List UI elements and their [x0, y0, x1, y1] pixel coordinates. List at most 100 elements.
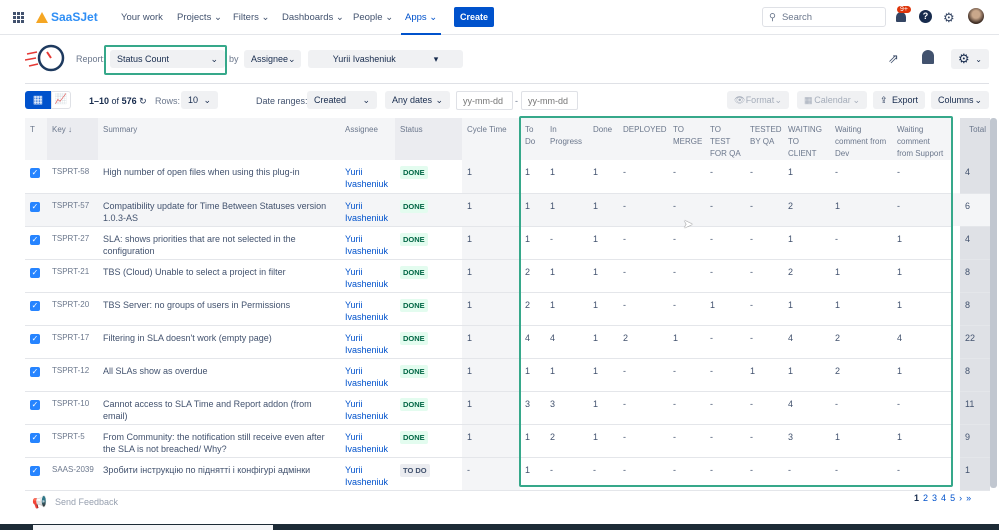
- table-row[interactable]: ✓ TSPRT-21 TBS (Cloud) Unable to select a …: [25, 259, 990, 293]
- checkbox[interactable]: ✓: [30, 333, 40, 344]
- column-header[interactable]: Cycle Time: [462, 118, 520, 160]
- column-header[interactable]: Total: [960, 118, 990, 160]
- table-row[interactable]: ✓ TSPRT-5 From Community: the notification…: [25, 424, 990, 458]
- create-button[interactable]: Create: [454, 7, 494, 27]
- assignee[interactable]: Yurii Ivasheniuk: [340, 457, 395, 491]
- page-link[interactable]: 4: [941, 493, 947, 503]
- date-from-input[interactable]: [456, 91, 513, 110]
- report-select[interactable]: Status Count ⌄: [110, 50, 225, 68]
- column-header[interactable]: To Do: [520, 118, 545, 160]
- table-row[interactable]: ✓ TSPRT-10 Cannot access to SLA Time and R…: [25, 391, 990, 425]
- export-button[interactable]: ⇪ Export: [873, 91, 925, 109]
- logo[interactable]: SaaSJet: [36, 10, 98, 24]
- assignee[interactable]: Yurii Ivasheniuk: [340, 193, 395, 227]
- assignee[interactable]: Yurii Ivasheniuk: [340, 160, 395, 194]
- issue-key[interactable]: TSPRT-5: [47, 424, 98, 458]
- checkbox[interactable]: ✓: [30, 465, 40, 476]
- column-header[interactable]: Key ↓: [47, 118, 98, 160]
- issue-key[interactable]: TSPRT-20: [47, 292, 98, 326]
- checkbox-cell[interactable]: ✓: [25, 391, 47, 425]
- assignee[interactable]: Yurii Ivasheniuk: [340, 325, 395, 359]
- calendar-button[interactable]: ▦ Calendar ⌄: [797, 91, 867, 109]
- date-to-input[interactable]: [521, 91, 578, 110]
- checkbox-cell[interactable]: ✓: [25, 325, 47, 359]
- assignee[interactable]: Yurii Ivasheniuk: [340, 391, 395, 425]
- nav-projects[interactable]: Projects ⌄: [177, 12, 222, 23]
- nav-dashboards[interactable]: Dashboards ⌄: [282, 12, 344, 23]
- chart-view-button[interactable]: 📈: [51, 91, 71, 109]
- issue-summary[interactable]: TBS (Cloud) Unable to select a project i…: [98, 259, 340, 293]
- notifications-icon[interactable]: [896, 12, 906, 22]
- nav-filters[interactable]: Filters ⌄: [233, 12, 270, 23]
- issue-summary[interactable]: From Community: the notification still r…: [98, 424, 340, 458]
- table-row[interactable]: ✓ TSPRT-27 SLA: shows priorities that are …: [25, 226, 990, 260]
- column-header[interactable]: TESTED BY QA: [745, 118, 783, 160]
- checkbox[interactable]: ✓: [30, 234, 40, 245]
- checkbox-cell[interactable]: ✓: [25, 292, 47, 326]
- issue-summary[interactable]: Filtering in SLA doesn't work (empty pag…: [98, 325, 340, 359]
- checkbox-cell[interactable]: ✓: [25, 259, 47, 293]
- app-switcher-icon[interactable]: [13, 12, 24, 23]
- issue-summary[interactable]: Cannot access to SLA Time and Report add…: [98, 391, 340, 425]
- grid-view-button[interactable]: ▦: [25, 91, 51, 109]
- checkbox-cell[interactable]: ✓: [25, 457, 47, 491]
- column-header[interactable]: Assignee: [340, 118, 395, 160]
- column-header[interactable]: TO TEST FOR QA: [705, 118, 745, 160]
- table-row[interactable]: ✓ SAAS-2039 Зробити інструкцію по піднятті…: [25, 457, 990, 491]
- issue-summary[interactable]: High number of open files when using thi…: [98, 160, 340, 194]
- table-row[interactable]: ✓ TSPRT-20 TBS Server: no groups of users …: [25, 292, 990, 326]
- checkbox[interactable]: ✓: [30, 432, 40, 443]
- date-field-select[interactable]: Created ⌄: [307, 91, 377, 109]
- checkbox[interactable]: ✓: [30, 168, 40, 178]
- column-header[interactable]: Done: [588, 118, 618, 160]
- issue-summary[interactable]: Зробити інструкцію по піднятті і конфігу…: [98, 457, 340, 491]
- column-header[interactable]: DEPLOYED: [618, 118, 668, 160]
- table-row[interactable]: ✓ TSPRT-12 All SLAs show as overdue Yurii I…: [25, 358, 990, 392]
- issue-key[interactable]: TSPRT-57: [47, 193, 98, 227]
- checkbox-cell[interactable]: ✓: [25, 358, 47, 392]
- assignee[interactable]: Yurii Ivasheniuk: [340, 226, 395, 260]
- checkbox-cell[interactable]: ✓: [25, 226, 47, 260]
- assignee[interactable]: Yurii Ivasheniuk: [340, 292, 395, 326]
- settings-dropdown[interactable]: ⚙ ⌄: [951, 49, 989, 69]
- table-row[interactable]: ✓ TSPRT-57 Compatibility update for Time B…: [25, 193, 990, 227]
- date-preset-select[interactable]: Any dates ⌄: [385, 91, 450, 109]
- column-header[interactable]: In Progress: [545, 118, 588, 160]
- issue-key[interactable]: TSPRT-27: [47, 226, 98, 260]
- page-link[interactable]: »: [966, 493, 972, 503]
- page-link[interactable]: 1: [914, 493, 920, 503]
- issue-key[interactable]: TSPRT-21: [47, 259, 98, 293]
- checkbox[interactable]: ✓: [30, 366, 40, 377]
- checkbox[interactable]: ✓: [30, 201, 40, 212]
- column-header[interactable]: Summary: [98, 118, 340, 160]
- issue-key[interactable]: TSPRT-10: [47, 391, 98, 425]
- share-icon[interactable]: ⇗: [888, 51, 899, 66]
- assignee[interactable]: Yurii Ivasheniuk: [340, 259, 395, 293]
- settings-icon[interactable]: ⚙: [943, 10, 955, 25]
- assignee[interactable]: Yurii Ivasheniuk: [340, 424, 395, 458]
- column-header[interactable]: Status: [395, 118, 462, 160]
- issue-key[interactable]: SAAS-2039: [47, 457, 98, 491]
- issue-key[interactable]: TSPRT-58: [47, 160, 98, 194]
- column-header[interactable]: Waiting comment from Dev: [830, 118, 892, 160]
- page-link[interactable]: ›: [959, 493, 963, 503]
- help-icon[interactable]: ?: [919, 10, 932, 23]
- refresh-icon[interactable]: ↻: [139, 96, 147, 106]
- checkbox[interactable]: ✓: [30, 300, 40, 311]
- checkbox-cell[interactable]: ✓: [25, 424, 47, 458]
- issue-summary[interactable]: Compatibility update for Time Between St…: [98, 193, 340, 227]
- issue-summary[interactable]: TBS Server: no groups of users in Permis…: [98, 292, 340, 326]
- page-link[interactable]: 2: [923, 493, 929, 503]
- checkbox[interactable]: ✓: [30, 399, 40, 410]
- column-header[interactable]: Waiting comment from Support: [892, 118, 952, 160]
- rows-select[interactable]: 10 ⌄: [181, 91, 218, 109]
- nav-apps[interactable]: Apps ⌄: [400, 12, 442, 35]
- column-header[interactable]: WAITING TO CLIENT: [783, 118, 830, 160]
- user-select[interactable]: Yurii Ivasheniuk ▾: [308, 50, 463, 68]
- bell-icon[interactable]: [922, 50, 934, 64]
- issue-key[interactable]: TSPRT-12: [47, 358, 98, 392]
- table-row[interactable]: ✓ TSPRT-17 Filtering in SLA doesn't work (…: [25, 325, 990, 359]
- column-header[interactable]: TO MERGE: [668, 118, 705, 160]
- nav-your-work[interactable]: Your work: [121, 12, 163, 23]
- checkbox-cell[interactable]: ✓: [25, 160, 47, 194]
